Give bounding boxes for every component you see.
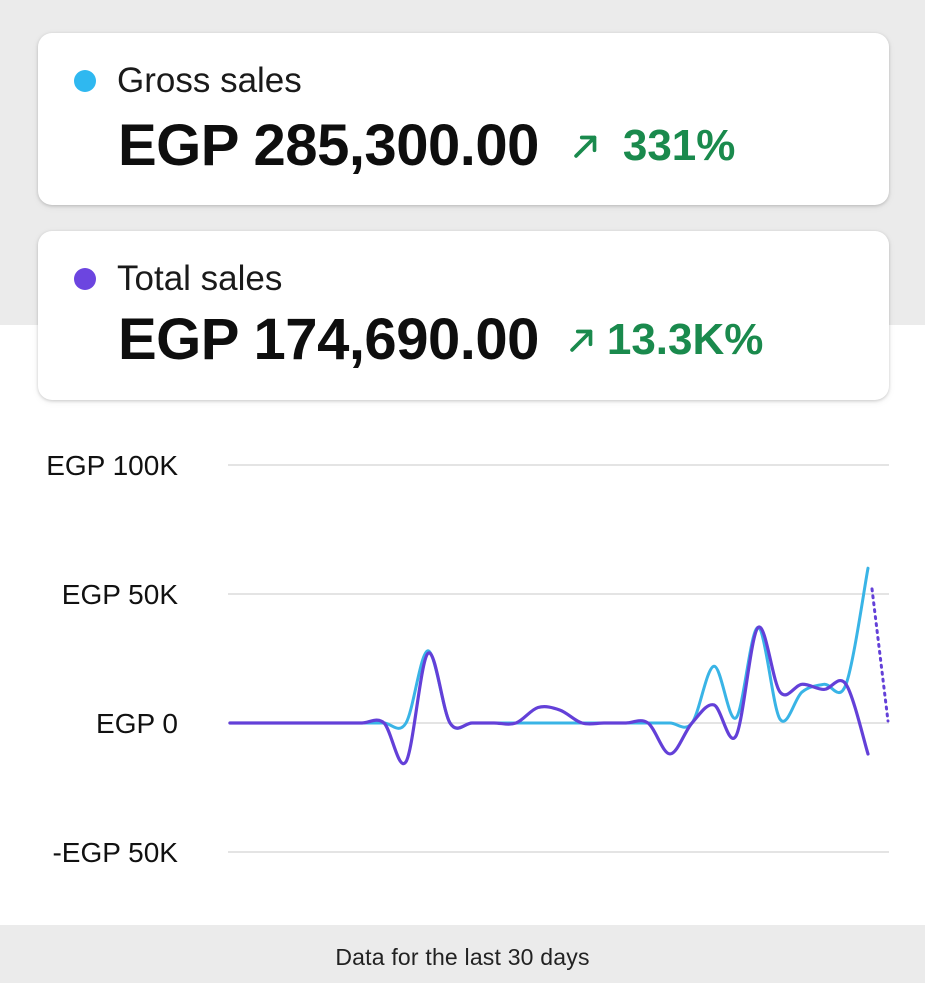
sales-line-chart: EGP 100K EGP 50K EGP 0 -EGP 50K [0, 430, 925, 900]
footer-bar: Data for the last 30 days [0, 925, 925, 983]
arrow-up-right-icon [570, 329, 593, 352]
y-tick-label: -EGP 50K [52, 837, 178, 868]
total-sales-value-row: EGP 174,690.00 13.3K% [118, 311, 763, 369]
y-tick-label: EGP 0 [96, 708, 178, 739]
gross-sales-header: Gross sales [74, 63, 302, 98]
total-sales-label: Total sales [117, 259, 283, 298]
series-line-gross-sales [228, 566, 870, 730]
series-line-total-sales [228, 625, 870, 766]
total-sales-header: Total sales [74, 261, 282, 296]
y-tick-label: EGP 50K [62, 579, 179, 610]
total-sales-delta: 13.3K% [565, 315, 764, 364]
total-sales-delta-value: 13.3K% [606, 315, 764, 364]
total-sales-card[interactable]: Total sales EGP 174,690.00 13.3K% [38, 231, 889, 400]
total-sales-legend-dot [74, 267, 96, 290]
footer-caption: Data for the last 30 days [335, 943, 590, 970]
gross-sales-delta: 331% [569, 121, 736, 170]
gross-sales-card[interactable]: Gross sales EGP 285,300.00 331% [38, 33, 889, 205]
gross-sales-label: Gross sales [117, 61, 302, 100]
series-line-total-sales-projection [870, 587, 890, 723]
arrow-up-right-icon [574, 135, 597, 158]
chart-canvas: EGP 100K EGP 50K EGP 0 -EGP 50K [46, 450, 890, 868]
gross-sales-value: EGP 285,300.00 [118, 113, 539, 178]
gross-sales-delta-value: 331% [622, 121, 736, 170]
gross-sales-legend-dot [74, 69, 96, 92]
gross-sales-value-row: EGP 285,300.00 331% [118, 117, 735, 175]
total-sales-value: EGP 174,690.00 [118, 307, 539, 372]
y-tick-label: EGP 100K [46, 450, 178, 481]
